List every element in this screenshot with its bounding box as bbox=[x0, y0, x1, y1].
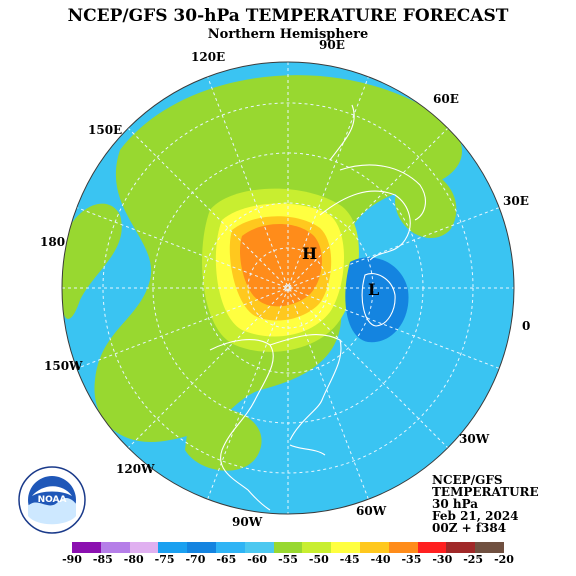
map-title: NCEP/GFS 30-hPa TEMPERATURE FORECAST bbox=[67, 6, 509, 26]
legend-swatch bbox=[273, 542, 303, 553]
lon-label-120e: 120E bbox=[191, 50, 226, 64]
legend-label: -90 bbox=[62, 553, 82, 566]
legend-label: -30 bbox=[432, 553, 453, 566]
temperature-field bbox=[62, 62, 514, 514]
low-center-marker: L bbox=[368, 280, 379, 299]
noaa-logo: NOAA bbox=[18, 466, 86, 534]
legend-label: -55 bbox=[278, 553, 298, 566]
high-center-marker: H bbox=[302, 244, 317, 263]
legend-label: -50 bbox=[308, 553, 329, 566]
color-scale-labels: -90 -85 -80 -75 -70 -65 -60 -55 -50 -45 -40 -35 -30-… bbox=[0, 553, 576, 567]
legend-label: -45 bbox=[339, 553, 360, 566]
legend-swatch bbox=[388, 542, 418, 553]
legend-label: -80 bbox=[123, 553, 144, 566]
legend-label: -35 bbox=[401, 553, 422, 566]
legend-swatch bbox=[158, 542, 188, 553]
map-boundary bbox=[61, 61, 515, 515]
legend-label: -60 bbox=[247, 553, 268, 566]
band-minus-70 bbox=[345, 257, 409, 343]
legend-swatch bbox=[129, 542, 159, 553]
noaa-logo-text: NOAA bbox=[38, 495, 67, 505]
lon-label-90w: 90W bbox=[232, 515, 263, 529]
legend-label: -75 bbox=[154, 553, 175, 566]
legend-label: -70 bbox=[185, 553, 206, 566]
info-date: Feb 21, 2024 bbox=[432, 509, 519, 523]
legend-swatch bbox=[475, 542, 504, 553]
coastlines bbox=[209, 104, 426, 511]
info-level: 30 hPa bbox=[432, 497, 479, 511]
legend-label: -65 bbox=[216, 553, 237, 566]
legend-swatch bbox=[215, 542, 245, 553]
info-run: 00Z + f384 bbox=[432, 521, 507, 535]
legend-swatch bbox=[100, 542, 130, 553]
lon-label-0: 0 bbox=[522, 319, 531, 333]
legend-swatch bbox=[244, 542, 274, 553]
band-minus-35 bbox=[239, 224, 322, 307]
band-minus-55-west bbox=[62, 203, 122, 319]
map-subtitle: Northern Hemisphere bbox=[207, 27, 369, 42]
lon-label-30e: 30E bbox=[503, 194, 529, 208]
legend-swatch bbox=[302, 542, 332, 553]
lon-label-120w: 120W bbox=[116, 462, 155, 476]
lon-label-150e: 150E bbox=[88, 123, 123, 137]
band-minus-55-south bbox=[185, 407, 262, 471]
legend-swatch bbox=[187, 542, 216, 553]
lon-label-90e: 90E bbox=[319, 38, 345, 52]
color-scale-legend bbox=[72, 542, 504, 553]
legend-label: -85 bbox=[92, 553, 113, 566]
info-field: TEMPERATURE bbox=[432, 485, 539, 499]
lon-label-180: 180 bbox=[40, 235, 66, 249]
graticule bbox=[62, 62, 514, 514]
legend-label: -20 bbox=[494, 553, 514, 566]
lon-label-150w: 150W bbox=[44, 359, 83, 373]
legend-swatch bbox=[331, 542, 360, 553]
legend-label: -25 bbox=[463, 553, 484, 566]
lon-label-30w: 30W bbox=[459, 432, 490, 446]
forecast-info: NCEP/GFS TEMPERATURE 30 hPa Feb 21, 2024… bbox=[432, 474, 539, 534]
legend-swatch bbox=[359, 542, 389, 553]
lon-label-60e: 60E bbox=[433, 92, 459, 106]
info-model: NCEP/GFS bbox=[432, 473, 503, 487]
lon-label-60w: 60W bbox=[356, 504, 387, 518]
legend-swatch bbox=[72, 542, 101, 553]
legend-label: -40 bbox=[370, 553, 391, 566]
legend-swatch bbox=[446, 542, 476, 553]
legend-swatch bbox=[417, 542, 447, 553]
